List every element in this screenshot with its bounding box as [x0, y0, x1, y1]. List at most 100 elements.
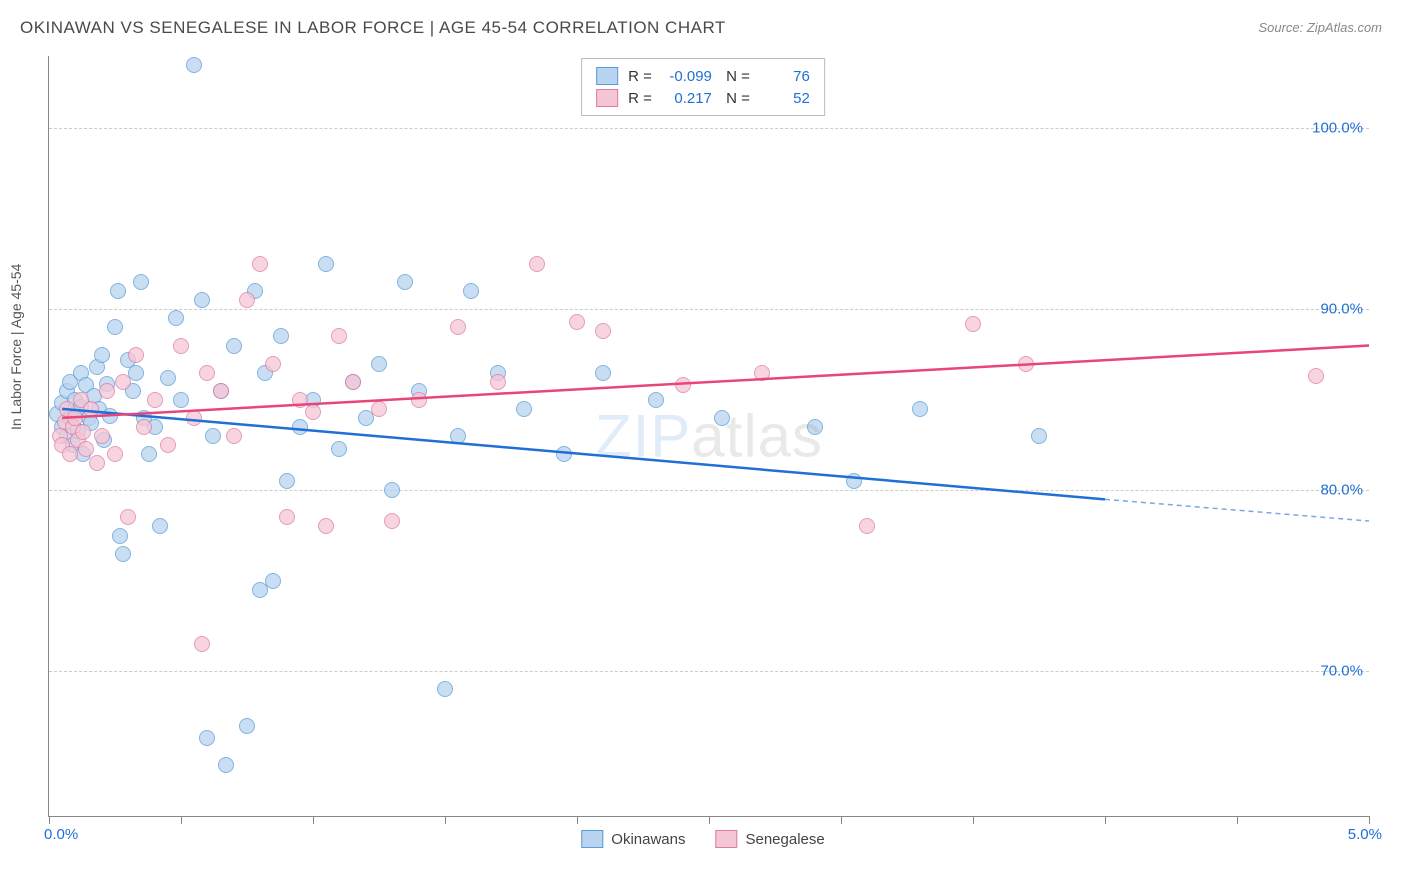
data-point [160, 437, 176, 453]
data-point [173, 392, 189, 408]
data-point [529, 256, 545, 272]
n-label: N = [722, 68, 750, 85]
data-point [516, 401, 532, 417]
data-point [99, 383, 115, 399]
legend-item-senegalese: Senegalese [715, 830, 824, 848]
data-point [89, 455, 105, 471]
data-point [83, 401, 99, 417]
legend-row-okinawans: R = -0.099 N = 76 [596, 65, 810, 87]
y-tick-label: 80.0% [1320, 482, 1363, 499]
r-value-okinawans: -0.099 [662, 68, 712, 85]
x-tick [841, 816, 842, 824]
data-point [595, 365, 611, 381]
x-tick [313, 816, 314, 824]
data-point [120, 509, 136, 525]
data-point [173, 338, 189, 354]
data-point [265, 356, 281, 372]
data-point [186, 410, 202, 426]
data-point [226, 428, 242, 444]
watermark-part1: ZIP [595, 403, 691, 470]
trend-lines-layer [49, 56, 1369, 816]
watermark: ZIPatlas [595, 402, 823, 471]
swatch-senegalese [715, 830, 737, 848]
data-point [331, 328, 347, 344]
data-point [846, 473, 862, 489]
data-point [450, 428, 466, 444]
data-point [239, 718, 255, 734]
x-tick [1105, 816, 1106, 824]
data-point [463, 283, 479, 299]
x-tick [181, 816, 182, 824]
source-attribution: Source: ZipAtlas.com [1258, 20, 1382, 35]
data-point [133, 274, 149, 290]
data-point [62, 446, 78, 462]
data-point [226, 338, 242, 354]
data-point [859, 518, 875, 534]
data-point [128, 347, 144, 363]
legend-label-okinawans: Okinawans [611, 831, 685, 848]
correlation-legend: R = -0.099 N = 76 R = 0.217 N = 52 [581, 58, 825, 116]
n-value-senegalese: 52 [760, 90, 810, 107]
swatch-okinawans [596, 67, 618, 85]
data-point [152, 518, 168, 534]
gridline-h [49, 128, 1369, 129]
data-point [107, 319, 123, 335]
data-point [345, 374, 361, 390]
data-point [384, 513, 400, 529]
legend-label-senegalese: Senegalese [745, 831, 824, 848]
n-label: N = [722, 90, 750, 107]
data-point [107, 446, 123, 462]
data-point [75, 424, 91, 440]
data-point [754, 365, 770, 381]
x-tick [445, 816, 446, 824]
data-point [265, 573, 281, 589]
r-label: R = [628, 68, 652, 85]
x-tick [49, 816, 50, 824]
swatch-okinawans [581, 830, 603, 848]
data-point [147, 392, 163, 408]
scatter-plot-area: ZIPatlas 70.0%80.0%90.0%100.0% [48, 56, 1369, 817]
data-point [279, 473, 295, 489]
data-point [648, 392, 664, 408]
data-point [115, 374, 131, 390]
chart-title: OKINAWAN VS SENEGALESE IN LABOR FORCE | … [20, 18, 726, 38]
data-point [205, 428, 221, 444]
data-point [199, 730, 215, 746]
data-point [94, 428, 110, 444]
data-point [556, 446, 572, 462]
data-point [1031, 428, 1047, 444]
x-tick [973, 816, 974, 824]
r-label: R = [628, 90, 652, 107]
swatch-senegalese [596, 89, 618, 107]
data-point [102, 408, 118, 424]
gridline-h [49, 490, 1369, 491]
data-point [490, 374, 506, 390]
data-point [194, 636, 210, 652]
r-value-senegalese: 0.217 [662, 90, 712, 107]
y-axis-label: In Labor Force | Age 45-54 [8, 264, 24, 430]
data-point [213, 383, 229, 399]
y-tick-label: 100.0% [1312, 120, 1363, 137]
data-point [714, 410, 730, 426]
data-point [160, 370, 176, 386]
data-point [110, 283, 126, 299]
data-point [437, 681, 453, 697]
data-point [194, 292, 210, 308]
data-point [569, 314, 585, 330]
data-point [371, 356, 387, 372]
data-point [115, 546, 131, 562]
data-point [450, 319, 466, 335]
data-point [912, 401, 928, 417]
data-point [252, 256, 268, 272]
n-value-okinawans: 76 [760, 68, 810, 85]
data-point [411, 392, 427, 408]
x-tick [1237, 816, 1238, 824]
data-point [318, 256, 334, 272]
legend-row-senegalese: R = 0.217 N = 52 [596, 87, 810, 109]
data-point [94, 347, 110, 363]
data-point [1308, 368, 1324, 384]
data-point [318, 518, 334, 534]
data-point [239, 292, 255, 308]
series-legend: Okinawans Senegalese [581, 830, 824, 848]
x-tick-label-min: 0.0% [44, 826, 78, 843]
